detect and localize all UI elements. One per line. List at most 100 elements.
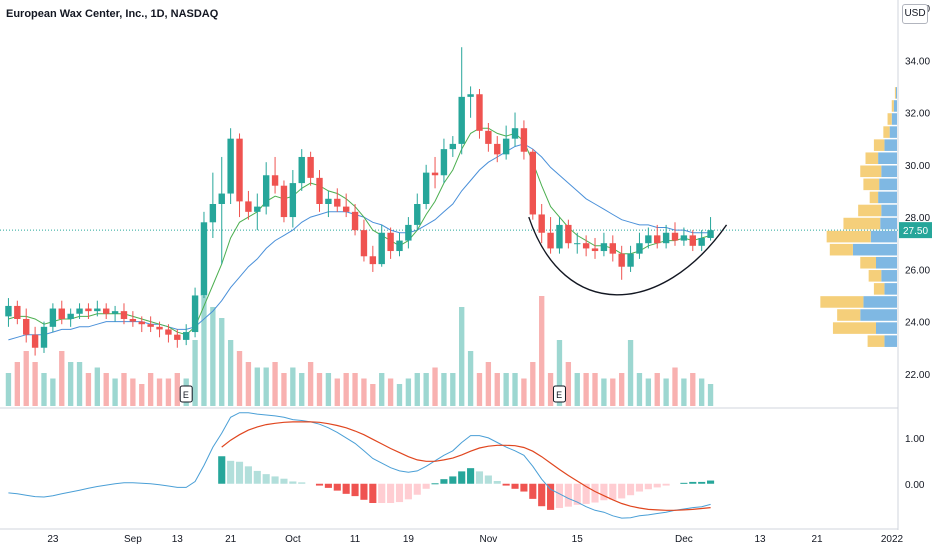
earnings-marker-label: E bbox=[556, 390, 562, 400]
macd-histogram-bar bbox=[378, 483, 386, 503]
volume-bar bbox=[645, 378, 652, 406]
candle-body bbox=[165, 329, 172, 335]
candle-body bbox=[467, 94, 474, 97]
last-price-label: 27.50 bbox=[903, 226, 928, 237]
cup-pattern bbox=[528, 216, 728, 296]
earnings-marker[interactable]: E bbox=[179, 385, 193, 403]
date-tick-label: 15 bbox=[572, 534, 584, 545]
profile-bar-up bbox=[895, 87, 897, 99]
candle-body bbox=[76, 308, 83, 314]
volume-bar bbox=[450, 373, 456, 406]
candle-body bbox=[600, 243, 608, 252]
profile-bar-down bbox=[820, 296, 864, 308]
candle-body bbox=[85, 308, 92, 312]
macd-histogram-bar bbox=[333, 483, 341, 491]
volume-bar bbox=[627, 340, 634, 406]
volume-bar bbox=[201, 296, 207, 406]
volume-bar bbox=[574, 373, 580, 406]
profile-bar-down bbox=[891, 100, 894, 112]
profile-bar-down bbox=[860, 165, 882, 178]
candle-body bbox=[627, 253, 634, 267]
macd-tick-label: 1.00 bbox=[905, 434, 925, 445]
profile-bar-down bbox=[867, 335, 885, 347]
volume-bar bbox=[307, 362, 314, 406]
candle-body bbox=[14, 305, 21, 319]
macd-histogram-bar bbox=[520, 483, 528, 492]
price-tick-label: 30.00 bbox=[905, 161, 930, 172]
volume-bar bbox=[165, 378, 172, 406]
profile-bar-up bbox=[881, 165, 897, 178]
candle-body bbox=[485, 130, 492, 144]
candle-body bbox=[271, 175, 279, 186]
profile-bar-down bbox=[832, 322, 876, 334]
volume-bar bbox=[94, 367, 100, 406]
macd-histogram-bar bbox=[244, 466, 252, 484]
macd-histogram-bar bbox=[280, 478, 288, 484]
candle-body bbox=[494, 143, 501, 155]
candle-body bbox=[458, 96, 465, 144]
profile-bar-up bbox=[881, 270, 897, 282]
volume-bar bbox=[707, 384, 714, 406]
macd-histogram-bar bbox=[227, 460, 235, 484]
volume-profile bbox=[820, 87, 897, 347]
volume-bar bbox=[423, 373, 429, 406]
candle-body bbox=[254, 206, 261, 212]
volume-bar bbox=[103, 373, 109, 406]
macd-histogram-bar bbox=[529, 483, 537, 499]
profile-bar-down bbox=[873, 139, 885, 151]
profile-bar-up bbox=[878, 191, 897, 204]
candle-body bbox=[227, 138, 234, 194]
earnings-marker[interactable]: E bbox=[552, 385, 566, 403]
volume-bar bbox=[192, 340, 198, 406]
date-tick-label: 13 bbox=[172, 534, 184, 545]
volume-bar bbox=[76, 362, 83, 406]
date-tick-label: 23 bbox=[47, 534, 59, 545]
volume-bar bbox=[370, 384, 376, 406]
profile-bar-down bbox=[865, 152, 879, 164]
candle-body bbox=[405, 224, 412, 241]
volume-bar bbox=[147, 373, 154, 406]
macd-histogram-bar bbox=[351, 483, 359, 497]
macd-histogram-bar bbox=[467, 468, 475, 484]
candle-body bbox=[23, 318, 30, 335]
candle-body bbox=[502, 138, 510, 155]
volume-bar bbox=[227, 340, 234, 406]
volume-bar bbox=[619, 373, 625, 406]
volume-bar bbox=[299, 373, 305, 406]
date-tick-label: 21 bbox=[811, 534, 823, 545]
candle-body bbox=[440, 149, 448, 176]
price-tick-label: 26.00 bbox=[905, 265, 930, 276]
volume-bar bbox=[485, 362, 492, 406]
volume-bar bbox=[325, 373, 332, 406]
candle-body bbox=[449, 143, 457, 150]
volume-bar bbox=[263, 367, 269, 406]
macd-histogram-bar bbox=[253, 470, 261, 484]
candle-body bbox=[360, 230, 368, 257]
candlesticks[interactable] bbox=[5, 47, 714, 356]
profile-bar-up bbox=[876, 322, 897, 334]
candle-body bbox=[156, 326, 163, 330]
profile-bar-up bbox=[879, 178, 897, 191]
macd-histogram-bar bbox=[413, 483, 421, 495]
macd-line bbox=[8, 412, 711, 519]
profile-bar-up bbox=[884, 335, 897, 347]
candle-body bbox=[431, 172, 439, 176]
profile-bar-down bbox=[869, 191, 879, 204]
volume-bar bbox=[112, 378, 118, 406]
candle-body bbox=[662, 232, 670, 244]
volume-bar bbox=[85, 373, 92, 406]
volume-bar bbox=[41, 373, 47, 406]
price-tick-label: 28.00 bbox=[905, 213, 930, 224]
candle-body bbox=[698, 237, 705, 246]
currency-badge[interactable]: USD bbox=[902, 4, 928, 24]
volume-bar bbox=[459, 307, 465, 406]
date-tick-label: Oct bbox=[285, 534, 301, 545]
candle-body bbox=[325, 198, 332, 204]
cup-curve bbox=[528, 216, 728, 296]
volume-bar bbox=[521, 378, 527, 406]
candle-body bbox=[476, 94, 483, 131]
candle-body bbox=[280, 185, 288, 218]
price-tick-label: 34.00 bbox=[905, 56, 930, 67]
